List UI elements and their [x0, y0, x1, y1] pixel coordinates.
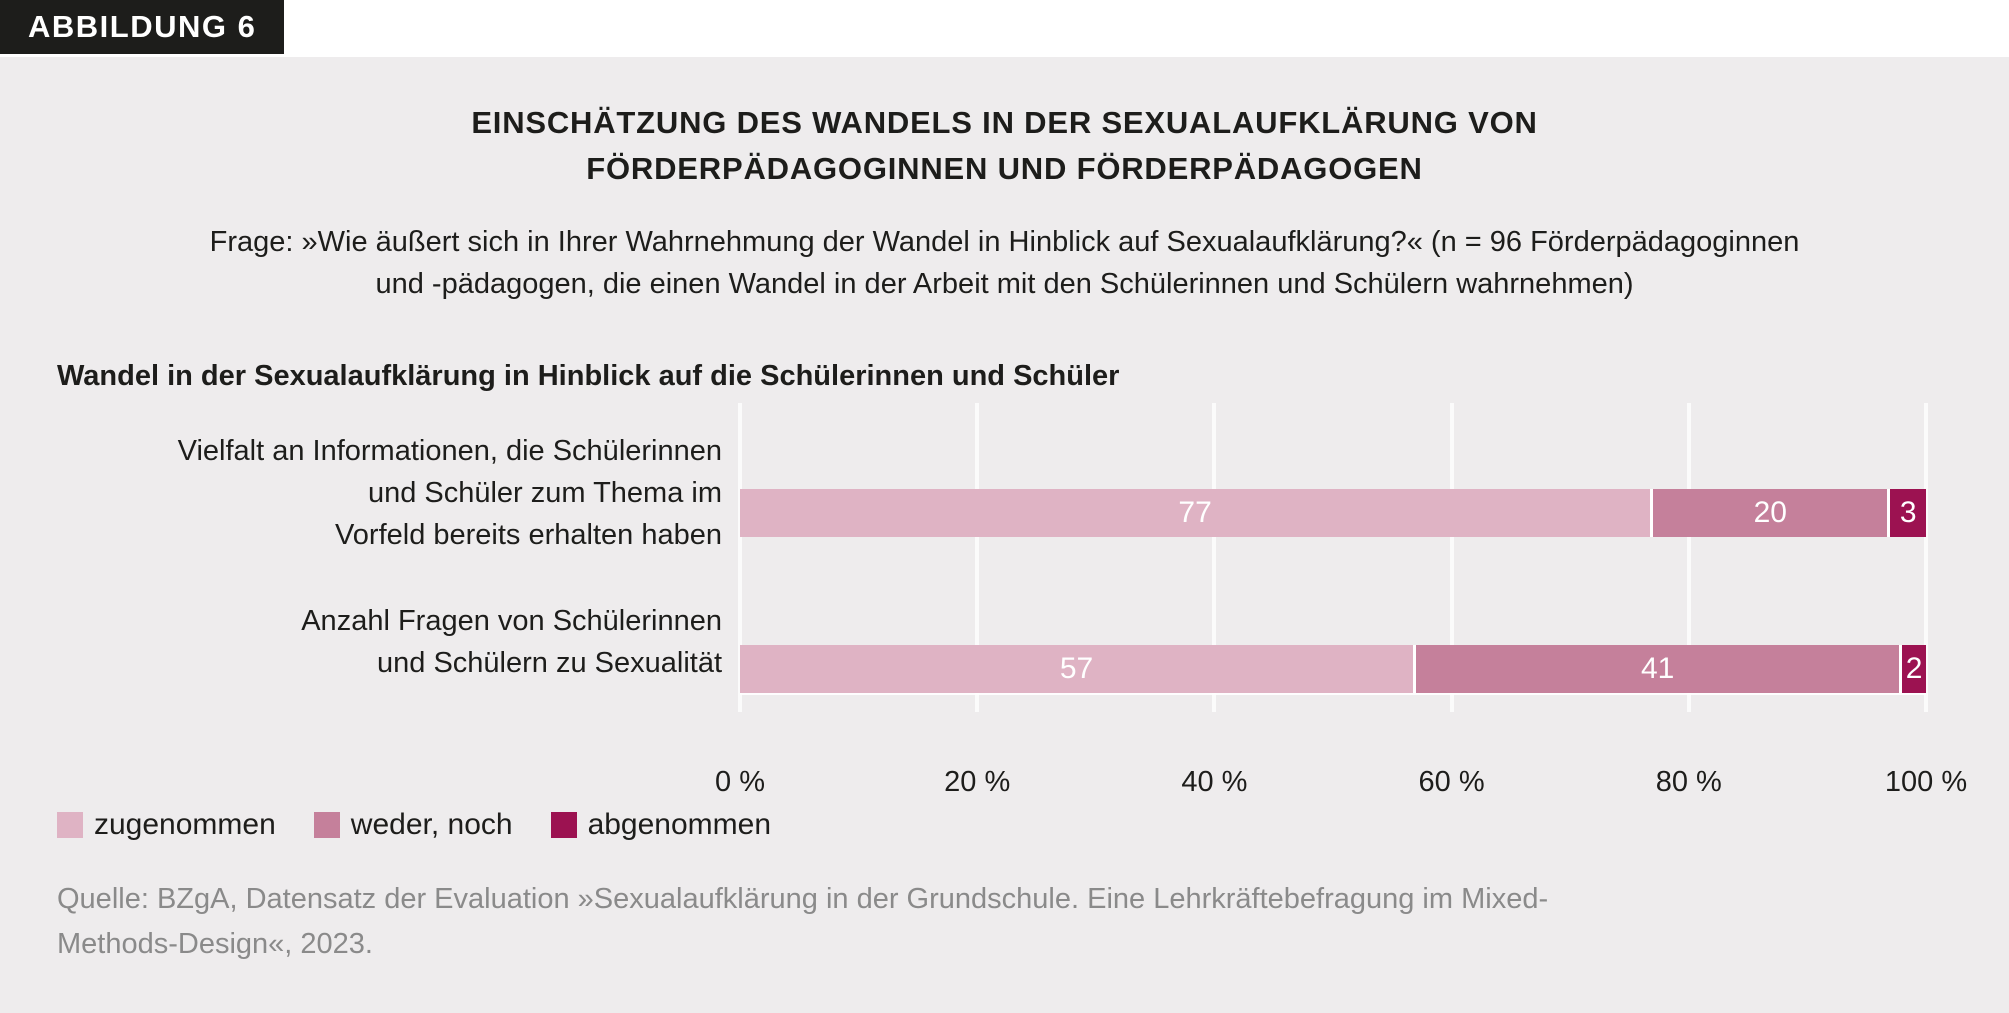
row-label: Vielfalt an Informationen, die Schülerin…	[177, 435, 722, 551]
x-tick-label: 60 %	[1418, 766, 1485, 798]
x-tick-label: 40 %	[1181, 766, 1248, 798]
gridline	[1686, 403, 1691, 712]
legend-item: abgenommen	[550, 808, 772, 842]
x-tick-label: 20 %	[944, 766, 1011, 798]
figure-badge: ABBILDUNG 6	[0, 0, 285, 54]
gridline	[738, 403, 742, 712]
legend-label: abgenommen	[587, 808, 772, 841]
bar-segment-zugenommen: 57	[740, 645, 1417, 693]
legend: zugenommen weder, noch abgenommen	[57, 808, 771, 842]
figure-title: EINSCHÄTZUNG DES WANDELS IN DER SEXUALAU…	[471, 105, 1538, 186]
survey-question: Frage: »Wie äußert sich in Ihrer Wahrneh…	[209, 226, 1800, 300]
legend-item: zugenommen	[57, 808, 276, 842]
x-tick-label: 100 %	[1884, 766, 1968, 798]
gridlines	[738, 403, 1928, 712]
bar-row: 57 41 2	[740, 645, 1926, 693]
bar-segment-abgenommen: 3	[1890, 489, 1926, 537]
x-tick-label: 80 %	[1655, 766, 1722, 798]
bar-segment-abgenommen: 2	[1902, 645, 1926, 693]
x-axis-ticks: 0 % 20 % 40 % 60 % 80 % 100 %	[715, 766, 1967, 806]
gridline	[1924, 403, 1928, 712]
bar-row: 77 20 3	[740, 489, 1926, 537]
legend-swatch	[550, 812, 577, 838]
chart-panel: EINSCHÄTZUNG DES WANDELS IN DER SEXUALAU…	[0, 57, 2009, 1013]
legend-swatch	[313, 812, 340, 838]
x-tick-label: 0 %	[715, 766, 765, 798]
legend-label: zugenommen	[94, 808, 276, 841]
gridline	[1212, 403, 1217, 712]
section-heading: Wandel in der Sexualaufklärung in Hinbli…	[57, 360, 1120, 392]
bar-segment-zugenommen: 77	[740, 489, 1654, 537]
legend-swatch	[57, 812, 83, 838]
axis-baseline	[740, 693, 1926, 695]
legend-item: weder, noch	[313, 808, 513, 842]
bar-segment-weder-noch: 20	[1653, 489, 1891, 537]
bar-segment-weder-noch: 41	[1416, 645, 1903, 693]
row-label: Anzahl Fragen von Schülerinnen und Schül…	[301, 605, 722, 679]
source-note: Quelle: BZgA, Datensatz der Evaluation »…	[57, 883, 1549, 960]
gridline	[975, 403, 980, 712]
plot-area: 77 20 3 57 41 2	[738, 403, 1928, 712]
legend-label: weder, noch	[350, 808, 513, 841]
gridline	[1449, 403, 1454, 712]
